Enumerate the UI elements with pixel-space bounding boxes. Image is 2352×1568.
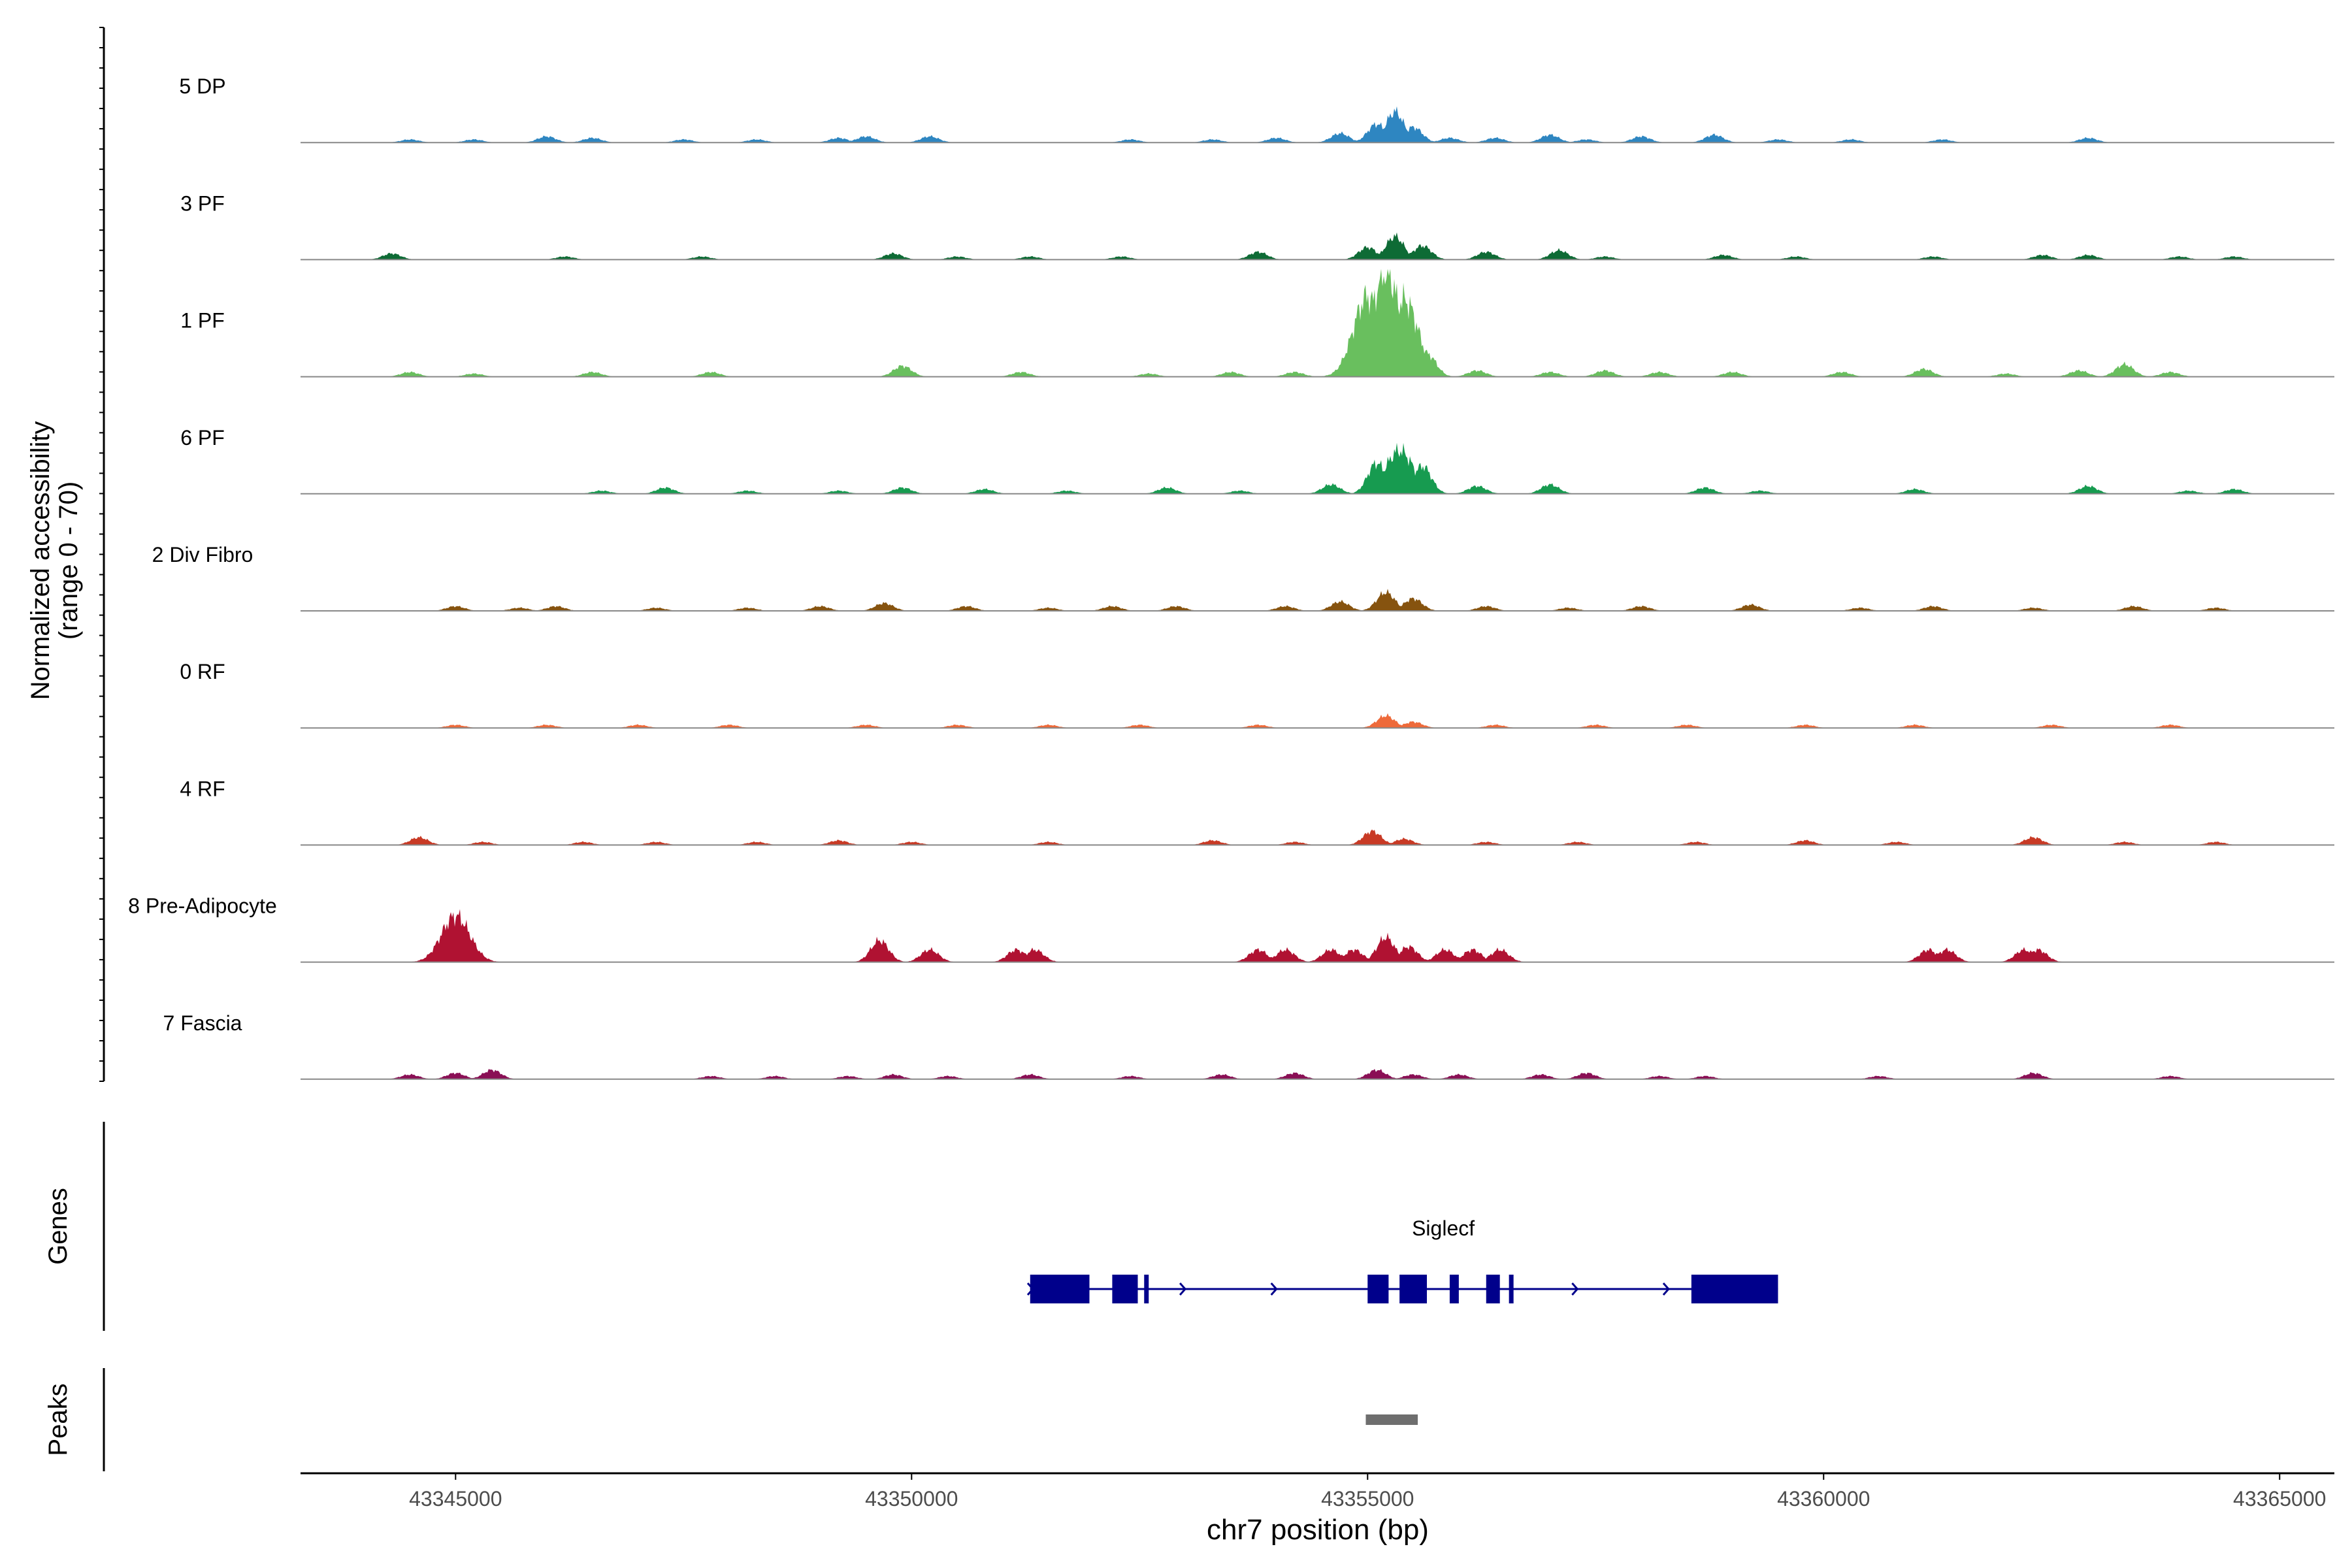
track-label: 2 Div Fibro xyxy=(152,543,253,566)
gene-exon xyxy=(1486,1275,1500,1303)
peak-region-bar xyxy=(1365,1414,1418,1425)
coverage-area xyxy=(301,269,2334,377)
x-tick-label: 43355000 xyxy=(1321,1487,1414,1511)
coverage-area xyxy=(301,829,2334,845)
strand-arrow xyxy=(1489,1282,1497,1296)
accessibility-axis-label-line2: (range 0 - 70) xyxy=(54,482,83,640)
track-7-fascia: 7 Fascia xyxy=(163,1011,2334,1080)
coverage-area xyxy=(301,713,2334,728)
peaks-panel-label: Peaks xyxy=(44,1383,73,1456)
accessibility-tracks: 5 DP 3 PF 1 PF 6 PF 2 Div Fibro 0 RF 4 RF 8 Pre… xyxy=(128,74,2334,1080)
track-8-pre-adipocyte: 8 Pre-Adipocyte xyxy=(128,894,2334,963)
gene-exon xyxy=(1030,1275,1090,1303)
track-label: 7 Fascia xyxy=(163,1011,242,1035)
track-label: 4 RF xyxy=(180,777,225,800)
coverage-area xyxy=(301,1069,2334,1079)
gene-strand-arrows xyxy=(1026,1282,1670,1296)
strand-arrow xyxy=(1179,1282,1187,1296)
peak-regions xyxy=(1365,1414,1418,1425)
track-1-pf: 1 PF xyxy=(180,269,2334,378)
track-label: 8 Pre-Adipocyte xyxy=(128,894,277,918)
track-label: 0 RF xyxy=(180,660,225,683)
gene-exon xyxy=(1144,1275,1149,1303)
gene-exon xyxy=(1691,1275,1778,1303)
track-4-rf: 4 RF xyxy=(180,777,2334,846)
accessibility-y-ticks xyxy=(99,27,104,1082)
x-axis-title: chr7 position (bp) xyxy=(1207,1514,1429,1546)
track-label: 5 DP xyxy=(179,74,225,98)
gene-exon xyxy=(1449,1275,1459,1303)
gene-exon xyxy=(1399,1275,1428,1303)
x-axis-ticks: 43345000 43350000 43355000 43360000 43365000 xyxy=(409,1473,2326,1511)
strand-arrow xyxy=(1571,1282,1579,1296)
x-tick-label: 43365000 xyxy=(2233,1487,2326,1511)
gene-exon xyxy=(1509,1275,1514,1303)
track-3-pf: 3 PF xyxy=(180,191,2334,261)
x-tick-label: 43360000 xyxy=(1777,1487,1870,1511)
track-0-rf: 0 RF xyxy=(180,660,2334,729)
gene-name-label: Siglecf xyxy=(1412,1217,1475,1240)
coverage-area xyxy=(301,106,2334,143)
track-2-div-fibro: 2 Div Fibro xyxy=(152,543,2334,612)
gene-exon xyxy=(1367,1275,1389,1303)
strand-arrow xyxy=(1026,1282,1034,1296)
coverage-area xyxy=(301,232,2334,260)
x-tick-label: 43345000 xyxy=(409,1487,502,1511)
x-tick-label: 43350000 xyxy=(865,1487,958,1511)
accessibility-axis-label-line1: Normalized accessibility xyxy=(26,421,55,700)
track-6-pf: 6 PF xyxy=(180,426,2334,495)
coverage-area xyxy=(301,589,2334,611)
gene-exons xyxy=(1030,1275,1778,1303)
gene-exon xyxy=(1112,1275,1138,1303)
track-label: 6 PF xyxy=(180,426,225,449)
genes-panel-label: Genes xyxy=(44,1188,73,1265)
coverage-area xyxy=(301,909,2334,962)
strand-arrow xyxy=(1662,1282,1670,1296)
track-5-dp: 5 DP xyxy=(179,74,2334,144)
strand-arrow xyxy=(1270,1282,1278,1296)
coverage-area xyxy=(301,442,2334,494)
track-label: 1 PF xyxy=(180,309,225,333)
track-label: 3 PF xyxy=(180,191,225,215)
